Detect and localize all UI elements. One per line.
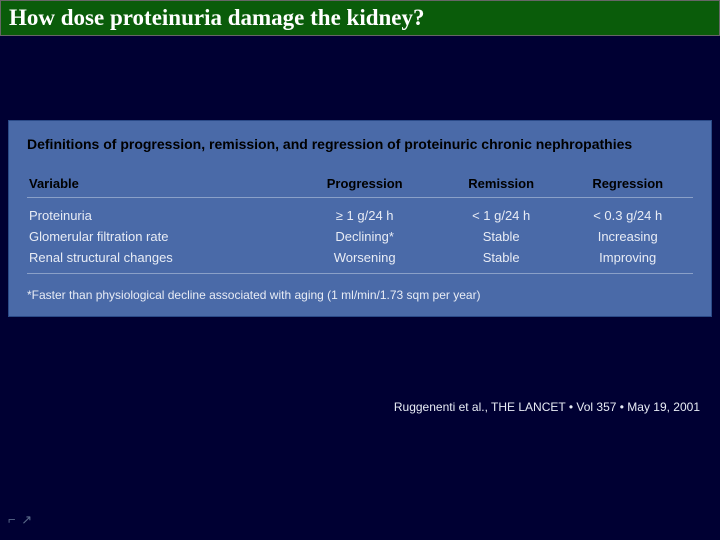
cell-variable: Renal structural changes: [27, 246, 293, 274]
col-progression: Progression: [293, 172, 440, 198]
cell-remission: Stable: [440, 225, 567, 246]
citation-text: Ruggenenti et al., THE LANCET • Vol 357 …: [394, 400, 700, 414]
cell-progression: ≥ 1 g/24 h: [293, 204, 440, 225]
col-variable: Variable: [27, 172, 293, 198]
title-bar: How dose proteinuria damage the kidney?: [0, 0, 720, 36]
table-header-row: Variable Progression Remission Regressio…: [27, 172, 693, 198]
cell-progression: Declining*: [293, 225, 440, 246]
col-regression: Regression: [566, 172, 693, 198]
cell-regression: Increasing: [566, 225, 693, 246]
slide-title: How dose proteinuria damage the kidney?: [9, 5, 425, 31]
definitions-table: Variable Progression Remission Regressio…: [27, 172, 693, 274]
cell-variable: Proteinuria: [27, 204, 293, 225]
table-row: Glomerular filtration rate Declining* St…: [27, 225, 693, 246]
table-footnote: *Faster than physiological decline assoc…: [27, 288, 693, 302]
corner-mark: ⌐ ↗: [8, 512, 33, 528]
table-row: Renal structural changes Worsening Stabl…: [27, 246, 693, 274]
cell-regression: < 0.3 g/24 h: [566, 204, 693, 225]
table-row: Proteinuria ≥ 1 g/24 h < 1 g/24 h < 0.3 …: [27, 204, 693, 225]
cell-remission: Stable: [440, 246, 567, 274]
definitions-panel: Definitions of progression, remission, a…: [8, 120, 712, 317]
cell-remission: < 1 g/24 h: [440, 204, 567, 225]
panel-heading: Definitions of progression, remission, a…: [27, 135, 693, 154]
col-remission: Remission: [440, 172, 567, 198]
cell-progression: Worsening: [293, 246, 440, 274]
cell-regression: Improving: [566, 246, 693, 274]
cell-variable: Glomerular filtration rate: [27, 225, 293, 246]
